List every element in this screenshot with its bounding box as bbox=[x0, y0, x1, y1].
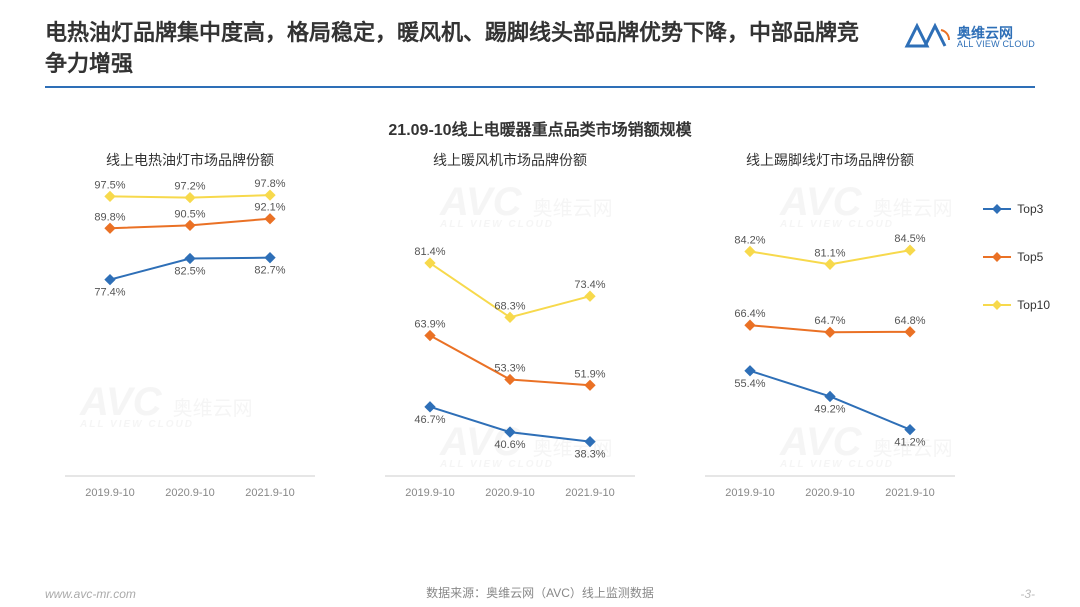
chart-panel-2: 线上踢脚线灯市场品牌份额 2019.9-10 2020.9-10 2021.9-10 5… bbox=[680, 150, 980, 506]
marker-top10 bbox=[904, 244, 915, 255]
marker-top5 bbox=[504, 373, 515, 384]
chart-panel-1: 线上暖风机市场品牌份额 2019.9-10 2020.9-10 2021.9-10 46… bbox=[360, 150, 660, 506]
value-label: 51.9% bbox=[574, 368, 605, 380]
legend-label: Top5 bbox=[1017, 250, 1043, 264]
svg-text:2021.9-10: 2021.9-10 bbox=[885, 487, 935, 499]
legend-swatch-icon bbox=[983, 256, 1011, 258]
line-chart: 2019.9-10 2020.9-10 2021.9-10 55.4% 49.2% 41.… bbox=[695, 176, 965, 506]
value-label: 84.5% bbox=[894, 233, 925, 245]
marker-top3 bbox=[184, 252, 195, 263]
brand-logo: 奥维云网 ALL VIEW CLOUD bbox=[905, 22, 1035, 52]
chart-subtitle: 线上电热油灯市场品牌份额 bbox=[106, 150, 274, 170]
legend-item-top10: Top10 bbox=[983, 298, 1050, 312]
marker-top10 bbox=[824, 258, 835, 269]
value-label: 38.3% bbox=[574, 448, 605, 460]
marker-top10 bbox=[584, 290, 595, 301]
marker-top5 bbox=[104, 222, 115, 233]
footer-url: www.avc-mr.com bbox=[45, 587, 136, 601]
value-label: 41.2% bbox=[894, 436, 925, 448]
value-label: 81.1% bbox=[814, 247, 845, 259]
svg-text:2019.9-10: 2019.9-10 bbox=[725, 487, 775, 499]
marker-top3 bbox=[904, 424, 915, 435]
value-label: 97.2% bbox=[174, 180, 205, 192]
value-label: 82.5% bbox=[174, 265, 205, 277]
legend-swatch-icon bbox=[983, 304, 1011, 306]
logo-cn: 奥维云网 bbox=[957, 26, 1035, 40]
footer-page: -3- bbox=[1020, 587, 1035, 601]
marker-top5 bbox=[824, 326, 835, 337]
page-title: 电热油灯品牌集中度高，格局稳定，暖风机、踢脚线头部品牌优势下降，中部品牌竞争力增… bbox=[45, 18, 875, 80]
legend-item-top5: Top5 bbox=[983, 250, 1050, 264]
svg-text:2019.9-10: 2019.9-10 bbox=[85, 487, 135, 499]
value-label: 40.6% bbox=[494, 439, 525, 451]
marker-top10 bbox=[504, 311, 515, 322]
marker-top10 bbox=[104, 190, 115, 201]
charts-main-title: 21.09-10线上电暖器重点品类市场销额规模 bbox=[0, 116, 1080, 140]
value-label: 81.4% bbox=[414, 246, 445, 258]
value-label: 73.4% bbox=[574, 279, 605, 291]
value-label: 89.8% bbox=[94, 211, 125, 223]
value-label: 64.8% bbox=[894, 314, 925, 326]
svg-text:2021.9-10: 2021.9-10 bbox=[565, 487, 615, 499]
legend-item-top3: Top3 bbox=[983, 202, 1050, 216]
marker-top10 bbox=[744, 245, 755, 256]
value-label: 46.7% bbox=[414, 413, 445, 425]
value-label: 92.1% bbox=[254, 201, 285, 213]
value-label: 68.3% bbox=[494, 300, 525, 312]
footer: www.avc-mr.com 数据来源：奥维云网（AVC）线上监测数据 -3- bbox=[0, 587, 1080, 601]
svg-text:2020.9-10: 2020.9-10 bbox=[805, 487, 855, 499]
header: 电热油灯品牌集中度高，格局稳定，暖风机、踢脚线头部品牌优势下降，中部品牌竞争力增… bbox=[0, 0, 1080, 88]
value-label: 97.5% bbox=[94, 179, 125, 191]
marker-top5 bbox=[744, 319, 755, 330]
legend-label: Top3 bbox=[1017, 202, 1043, 216]
logo-mark-icon bbox=[905, 22, 951, 52]
chart-subtitle: 线上踢脚线灯市场品牌份额 bbox=[746, 150, 914, 170]
value-label: 53.3% bbox=[494, 362, 525, 374]
marker-top10 bbox=[264, 189, 275, 200]
logo-en: ALL VIEW CLOUD bbox=[957, 40, 1035, 49]
marker-top3 bbox=[504, 426, 515, 437]
header-underline bbox=[45, 86, 1035, 88]
legend-swatch-icon bbox=[983, 208, 1011, 210]
svg-text:2019.9-10: 2019.9-10 bbox=[405, 487, 455, 499]
marker-top10 bbox=[424, 257, 435, 268]
marker-top3 bbox=[424, 401, 435, 412]
value-label: 49.2% bbox=[814, 403, 845, 415]
marker-top10 bbox=[184, 192, 195, 203]
chart-panel-0: 线上电热油灯市场品牌份额 2019.9-10 2020.9-10 2021.9-10 7… bbox=[40, 150, 340, 506]
marker-top3 bbox=[264, 252, 275, 263]
marker-top5 bbox=[264, 213, 275, 224]
line-chart: 2019.9-10 2020.9-10 2021.9-10 77.4% 82.5% 82.… bbox=[55, 176, 325, 506]
value-label: 55.4% bbox=[734, 377, 765, 389]
marker-top5 bbox=[584, 379, 595, 390]
line-chart: 2019.9-10 2020.9-10 2021.9-10 46.7% 40.6% 38.… bbox=[375, 176, 645, 506]
value-label: 63.9% bbox=[414, 318, 445, 330]
value-label: 64.7% bbox=[814, 315, 845, 327]
marker-top5 bbox=[424, 329, 435, 340]
marker-top3 bbox=[104, 274, 115, 285]
value-label: 90.5% bbox=[174, 208, 205, 220]
value-label: 84.2% bbox=[734, 234, 765, 246]
svg-text:2020.9-10: 2020.9-10 bbox=[485, 487, 535, 499]
value-label: 97.8% bbox=[254, 178, 285, 190]
svg-text:2020.9-10: 2020.9-10 bbox=[165, 487, 215, 499]
value-label: 77.4% bbox=[94, 286, 125, 298]
marker-top3 bbox=[744, 365, 755, 376]
marker-top3 bbox=[824, 390, 835, 401]
legend: Top3 Top5 Top10 bbox=[983, 202, 1050, 346]
footer-source: 数据来源：奥维云网（AVC）线上监测数据 bbox=[426, 584, 654, 601]
marker-top5 bbox=[904, 326, 915, 337]
value-label: 82.7% bbox=[254, 264, 285, 276]
chart-subtitle: 线上暖风机市场品牌份额 bbox=[433, 150, 587, 170]
marker-top3 bbox=[584, 436, 595, 447]
value-label: 66.4% bbox=[734, 308, 765, 320]
legend-label: Top10 bbox=[1017, 298, 1050, 312]
marker-top5 bbox=[184, 219, 195, 230]
svg-text:2021.9-10: 2021.9-10 bbox=[245, 487, 295, 499]
charts-row: 线上电热油灯市场品牌份额 2019.9-10 2020.9-10 2021.9-10 7… bbox=[0, 140, 1080, 506]
